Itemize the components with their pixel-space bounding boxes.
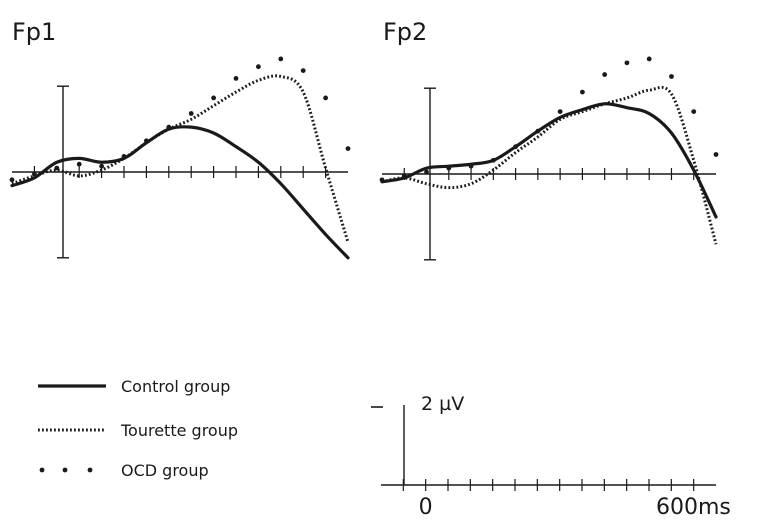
- data-point-ocd-group: [691, 109, 697, 114]
- legend-swatch-dot: [87, 467, 93, 473]
- data-point-ocd-group: [144, 138, 149, 144]
- data-point-ocd-group: [446, 165, 452, 171]
- data-point-ocd-group: [233, 76, 239, 81]
- scale-zero-label: 0: [419, 495, 433, 520]
- panel-fp2: Fp2: [379, 18, 719, 261]
- panel-title: Fp2: [383, 18, 427, 46]
- data-point-ocd-group: [278, 56, 284, 62]
- series-line-control-group: [10, 125, 350, 260]
- legend-item-tourette-group: Tourette group: [38, 421, 238, 440]
- data-point-ocd-group: [513, 144, 518, 150]
- legend-item-ocd-group: OCD group: [39, 461, 209, 480]
- data-point-ocd-group: [54, 165, 60, 171]
- data-point-ocd-group: [256, 64, 261, 70]
- data-point-ocd-group: [9, 177, 15, 183]
- series-ocd-group: [9, 56, 351, 183]
- data-point-ocd-group: [624, 60, 630, 66]
- data-point-ocd-group: [468, 163, 474, 169]
- legend-swatch-dot: [62, 467, 68, 473]
- data-point-ocd-group: [557, 109, 563, 114]
- scale-bar: 2 µV 0 600ms: [371, 393, 731, 520]
- data-point-ocd-group: [99, 163, 104, 169]
- data-point-ocd-group: [121, 154, 127, 159]
- scale-end-label: 600ms: [656, 495, 731, 520]
- data-point-ocd-group: [166, 124, 172, 130]
- legend-swatch-dot: [39, 467, 45, 473]
- data-point-ocd-group: [32, 171, 37, 177]
- series-ocd-group: [379, 56, 719, 183]
- data-point-ocd-group: [669, 74, 674, 79]
- data-point-ocd-group: [323, 95, 328, 101]
- data-point-ocd-group: [188, 111, 194, 116]
- data-point-ocd-group: [580, 89, 585, 95]
- data-point-ocd-group: [713, 152, 719, 157]
- data-point-ocd-group: [300, 68, 306, 73]
- data-point-ocd-group: [602, 72, 608, 77]
- scale-amplitude-label: 2 µV: [421, 393, 464, 415]
- series-line-control-group: [380, 102, 718, 219]
- data-point-ocd-group: [211, 95, 217, 101]
- data-point-ocd-group: [379, 177, 385, 183]
- panel-fp1: Fp1: [9, 18, 351, 260]
- legend-item-control-group: Control group: [38, 377, 230, 396]
- data-point-ocd-group: [646, 56, 652, 62]
- data-point-ocd-group: [490, 157, 496, 163]
- legend-label: Tourette group: [120, 421, 238, 440]
- data-point-ocd-group: [401, 173, 407, 179]
- legend-label: OCD group: [121, 461, 209, 480]
- data-point-ocd-group: [535, 128, 541, 134]
- data-point-ocd-group: [424, 169, 429, 175]
- series-line-tourette-group: [381, 85, 718, 245]
- data-point-ocd-group: [76, 161, 82, 167]
- data-point-ocd-group: [345, 146, 351, 152]
- legend-label: Control group: [121, 377, 230, 396]
- panel-title: Fp1: [12, 18, 56, 46]
